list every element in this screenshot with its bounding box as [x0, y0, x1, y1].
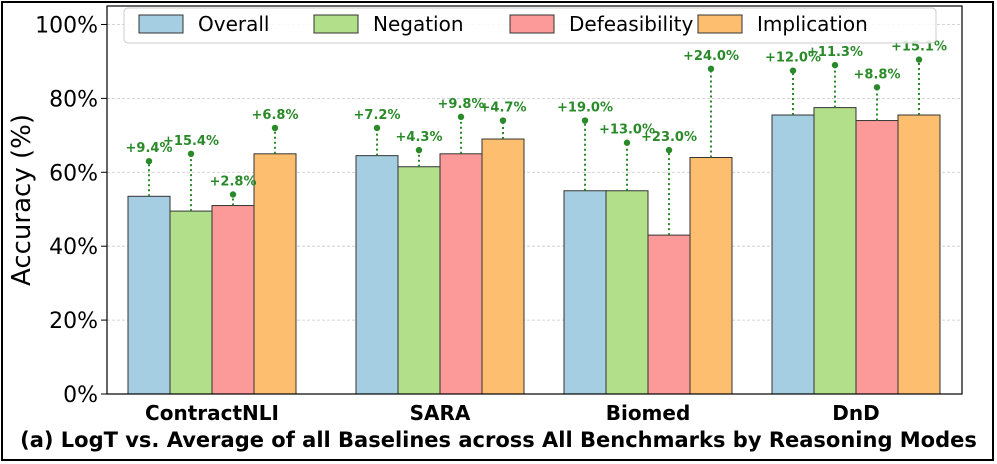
bars: [127, 107, 941, 395]
legend-label-overall: Overall: [198, 12, 269, 36]
improvement-dot: [915, 56, 923, 63]
legend-swatch-negation: [313, 14, 359, 34]
improvement-label: +7.2%: [354, 108, 401, 123]
improvement-label: +2.8%: [210, 174, 257, 189]
y-tick-label: 100%: [35, 13, 98, 38]
bar-negation-dnd: [813, 107, 857, 395]
x-tick-label: Biomed: [606, 401, 691, 425]
improvement-dot: [581, 117, 589, 124]
bar-implication-dnd: [897, 114, 941, 395]
improvement-dot: [373, 124, 381, 132]
improvement-dot: [623, 139, 631, 146]
improvement-label: +13.0%: [599, 123, 655, 138]
x-tick-label: SARA: [410, 401, 471, 425]
bar-overall-biomed: [563, 190, 607, 395]
improvement-label: +8.8%: [854, 67, 901, 82]
bar-negation-contractnli: [169, 210, 213, 395]
improvement-dot: [831, 61, 839, 69]
bar-overall-contractnli: [127, 195, 171, 395]
improvement-label: +15.4%: [163, 134, 219, 149]
y-tick-label: 0%: [63, 383, 98, 408]
improvement-dot: [145, 158, 153, 165]
bar-defeasibility-dnd: [855, 120, 899, 395]
improvement-dot: [499, 117, 507, 124]
improvement-dot: [707, 65, 715, 73]
improvement-annotations: +9.4%+15.4% +2.8% +6.8% +7.2% +4.3% +9.8%+4.7…: [126, 40, 947, 236]
legend-swatch-implication: [697, 14, 743, 34]
improvement-label: +24.0%: [683, 49, 739, 64]
improvement-label: +4.7%: [480, 101, 527, 116]
improvement-dot: [873, 84, 881, 91]
y-tick-label: 60%: [49, 161, 98, 186]
y-axis-label: Accuracy (%): [7, 114, 37, 286]
improvement-dot: [457, 113, 465, 121]
improvement-label: +19.0%: [557, 101, 613, 116]
y-tick-label: 20%: [49, 309, 98, 334]
bar-implication-sara: [481, 138, 525, 395]
improvement-label: +4.3%: [396, 130, 443, 145]
bar-negation-sara: [397, 166, 441, 395]
y-tick-label: 40%: [49, 235, 98, 260]
improvement-dot: [229, 191, 237, 198]
axes: 0% 20% 40% 60% 80% 100% Accuracy (%) ContractNL…: [7, 5, 963, 425]
improvement-label: +9.8%: [438, 97, 485, 112]
improvement-label: +9.4%: [126, 141, 173, 156]
bar-negation-biomed: [605, 190, 649, 395]
x-tick-label: DnD: [832, 401, 879, 425]
bar-overall-sara: [355, 155, 399, 395]
y-tick-label: 80%: [49, 87, 98, 112]
improvement-label: +12.0%: [765, 51, 821, 66]
plot-frame: [106, 5, 963, 395]
improvement-label: +6.8%: [252, 108, 299, 123]
legend-label-defeasibility: Defeasibility: [569, 12, 693, 36]
legend-label-implication: Implication: [757, 12, 868, 36]
figure-caption: (a) LogT vs. Average of all Baselines ac…: [20, 428, 977, 452]
bar-implication-contractnli: [253, 153, 297, 395]
bar-overall-dnd: [771, 114, 815, 395]
bar-implication-biomed: [689, 157, 733, 395]
improvement-label: +11.3%: [807, 45, 863, 60]
improvement-dot: [665, 146, 673, 154]
legend-label-negation: Negation: [373, 12, 464, 36]
improvement-label: +23.0%: [641, 130, 697, 145]
bar-defeasibility-sara: [439, 153, 483, 395]
improvement-dot: [789, 67, 797, 74]
improvement-dot: [415, 146, 423, 154]
legend-swatch-defeasibility: [509, 14, 555, 34]
bar-defeasibility-biomed: [647, 234, 691, 395]
legend: Overall Negation Defeasibility Implication: [123, 7, 937, 44]
x-tick-label: ContractNLI: [145, 401, 279, 425]
improvement-dot: [271, 124, 279, 132]
bar-defeasibility-contractnli: [211, 205, 255, 395]
improvement-dot: [187, 150, 195, 158]
legend-swatch-overall: [138, 14, 184, 34]
